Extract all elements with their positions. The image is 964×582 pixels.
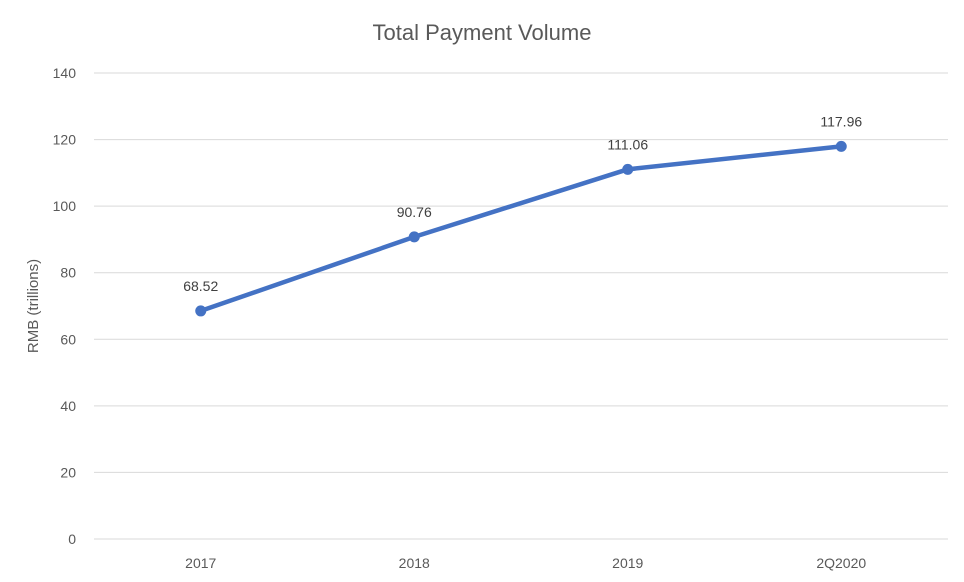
y-axis-ticks: 0 20 40 60 80 100 120 140 <box>53 65 77 547</box>
series-line <box>198 144 844 314</box>
x-axis-ticks: 2017 2018 2019 2Q2020 <box>185 555 866 571</box>
x-tick-label: 2019 <box>612 555 643 571</box>
data-labels: 68.52 90.76 111.06 117.96 <box>183 113 862 294</box>
y-tick-label: 100 <box>53 198 77 214</box>
data-point <box>622 163 634 175</box>
chart-title: Total Payment Volume <box>373 20 592 45</box>
x-tick-label: 2017 <box>185 555 216 571</box>
x-tick-label: 2Q2020 <box>816 555 866 571</box>
y-tick-label: 80 <box>60 265 76 281</box>
y-tick-label: 0 <box>68 531 76 547</box>
x-tick-label: 2018 <box>399 555 430 571</box>
y-tick-label: 60 <box>60 331 76 347</box>
y-tick-label: 40 <box>60 398 76 414</box>
y-tick-label: 20 <box>60 464 76 480</box>
data-label: 117.96 <box>820 113 862 129</box>
series-line-group <box>195 140 847 317</box>
data-point <box>195 305 207 317</box>
data-label: 68.52 <box>183 278 218 294</box>
y-tick-label: 140 <box>53 65 77 81</box>
data-label: 111.06 <box>607 136 648 152</box>
data-label: 90.76 <box>397 204 432 220</box>
data-point <box>408 231 420 243</box>
data-point <box>835 140 847 152</box>
gridlines <box>94 72 948 540</box>
y-axis-label: RMB (trillions) <box>25 259 42 353</box>
y-tick-label: 120 <box>53 132 77 148</box>
